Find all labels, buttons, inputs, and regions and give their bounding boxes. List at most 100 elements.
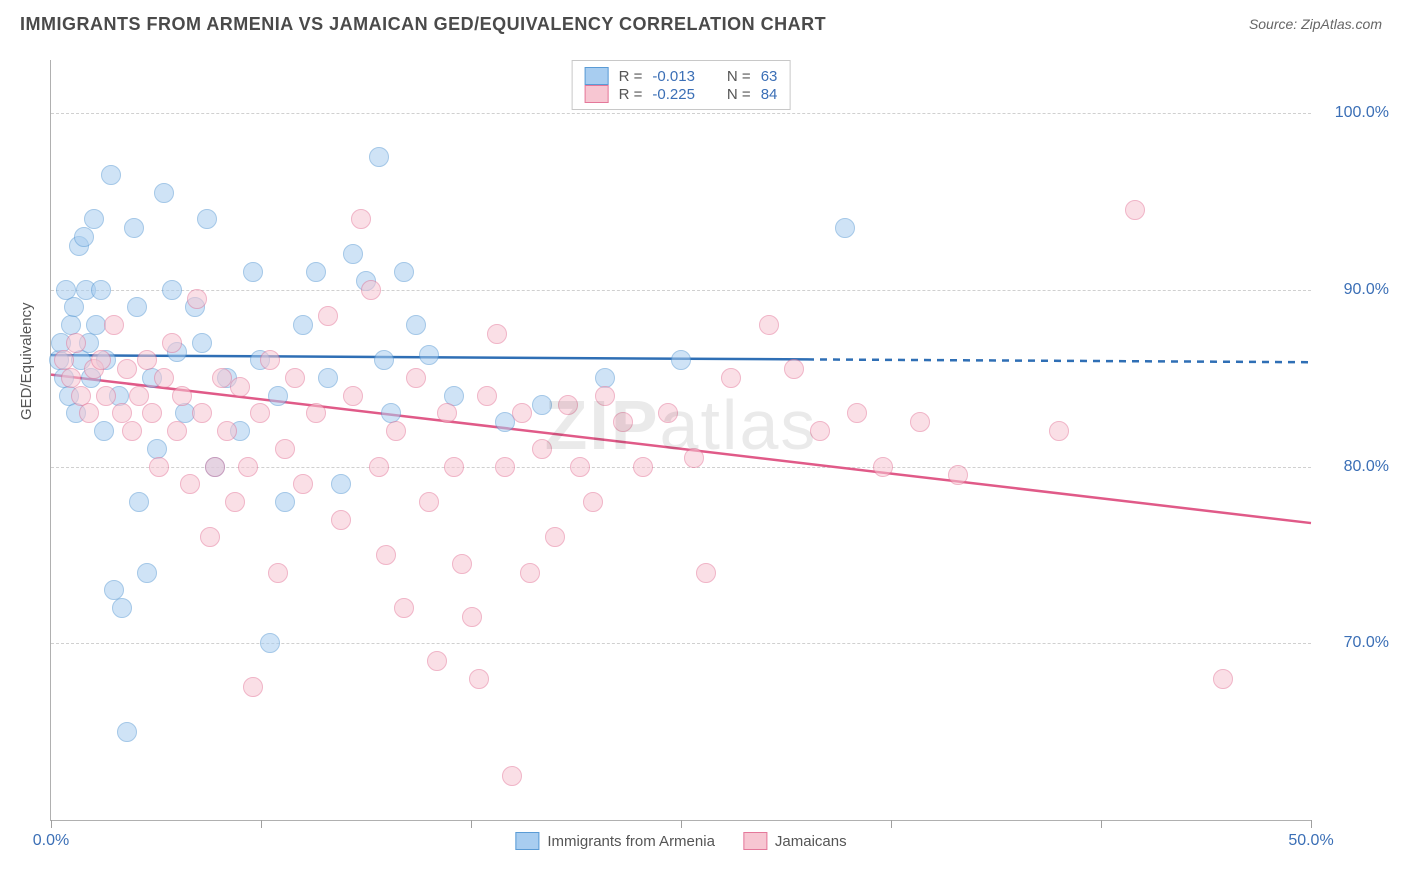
data-point — [595, 386, 615, 406]
y-tick-label: 90.0% — [1319, 281, 1389, 299]
data-point — [79, 403, 99, 423]
legend-r-value: -0.013 — [652, 68, 695, 85]
legend-swatch — [585, 67, 609, 85]
data-point — [318, 368, 338, 388]
data-point — [238, 457, 258, 477]
data-point — [260, 633, 280, 653]
legend-n-value: 63 — [761, 68, 778, 85]
x-tick — [1311, 820, 1312, 828]
x-tick — [261, 820, 262, 828]
data-point — [633, 457, 653, 477]
data-point — [394, 598, 414, 618]
data-point — [810, 421, 830, 441]
data-point — [96, 386, 116, 406]
x-tick — [471, 820, 472, 828]
y-tick-label: 70.0% — [1319, 634, 1389, 652]
data-point — [495, 457, 515, 477]
data-point — [444, 457, 464, 477]
data-point — [502, 766, 522, 786]
data-point — [154, 368, 174, 388]
data-point — [64, 297, 84, 317]
legend-swatch — [585, 85, 609, 103]
data-point — [243, 262, 263, 282]
data-point — [462, 607, 482, 627]
legend-label: Jamaicans — [775, 833, 847, 850]
data-point — [910, 412, 930, 432]
data-point — [427, 651, 447, 671]
legend-r-label: R = — [619, 86, 643, 103]
legend-item: Jamaicans — [743, 832, 847, 850]
data-point — [154, 183, 174, 203]
data-point — [129, 386, 149, 406]
data-point — [343, 244, 363, 264]
correlation-legend: R = -0.013 N = 63R = -0.225 N = 84 — [572, 60, 791, 110]
series-legend: Immigrants from Armenia Jamaicans — [515, 832, 846, 850]
data-point — [532, 439, 552, 459]
data-point — [260, 350, 280, 370]
x-tick — [1101, 820, 1102, 828]
data-point — [243, 677, 263, 697]
data-point — [351, 209, 371, 229]
legend-n-label: N = — [727, 68, 751, 85]
data-point — [91, 350, 111, 370]
data-point — [532, 395, 552, 415]
data-point — [369, 147, 389, 167]
y-tick-label: 100.0% — [1319, 104, 1389, 122]
data-point — [406, 368, 426, 388]
data-point — [192, 403, 212, 423]
data-point — [419, 345, 439, 365]
data-point — [275, 439, 295, 459]
y-tick-label: 80.0% — [1319, 458, 1389, 476]
trend-line-dashed — [807, 359, 1311, 362]
data-point — [94, 421, 114, 441]
data-point — [122, 421, 142, 441]
legend-n-label: N = — [727, 86, 751, 103]
data-point — [1049, 421, 1069, 441]
data-point — [66, 333, 86, 353]
data-point — [406, 315, 426, 335]
data-point — [948, 465, 968, 485]
legend-swatch — [515, 832, 539, 850]
data-point — [137, 563, 157, 583]
data-point — [91, 280, 111, 300]
data-point — [721, 368, 741, 388]
x-tick — [891, 820, 892, 828]
data-point — [117, 722, 137, 742]
x-tick — [51, 820, 52, 828]
data-point — [225, 492, 245, 512]
data-point — [452, 554, 472, 574]
data-point — [167, 421, 187, 441]
data-point — [200, 527, 220, 547]
legend-item: Immigrants from Armenia — [515, 832, 715, 850]
data-point — [671, 350, 691, 370]
data-point — [331, 474, 351, 494]
data-point — [570, 457, 590, 477]
data-point — [172, 386, 192, 406]
y-axis-label: GED/Equivalency — [18, 302, 35, 420]
data-point — [293, 474, 313, 494]
legend-n-value: 84 — [761, 86, 778, 103]
data-point — [162, 333, 182, 353]
data-point — [293, 315, 313, 335]
data-point — [520, 563, 540, 583]
source-prefix: Source: — [1249, 16, 1301, 32]
data-point — [197, 209, 217, 229]
data-point — [230, 377, 250, 397]
data-point — [275, 492, 295, 512]
source-name: ZipAtlas.com — [1301, 16, 1382, 32]
data-point — [104, 315, 124, 335]
legend-r-value: -0.225 — [652, 86, 695, 103]
data-point — [192, 333, 212, 353]
data-point — [369, 457, 389, 477]
data-point — [250, 403, 270, 423]
data-point — [180, 474, 200, 494]
data-point — [285, 368, 305, 388]
legend-row: R = -0.225 N = 84 — [585, 85, 778, 103]
data-point — [361, 280, 381, 300]
x-tick — [681, 820, 682, 828]
data-point — [386, 421, 406, 441]
data-point — [847, 403, 867, 423]
source-attribution: Source: ZipAtlas.com — [1249, 16, 1382, 32]
data-point — [394, 262, 414, 282]
data-point — [162, 280, 182, 300]
